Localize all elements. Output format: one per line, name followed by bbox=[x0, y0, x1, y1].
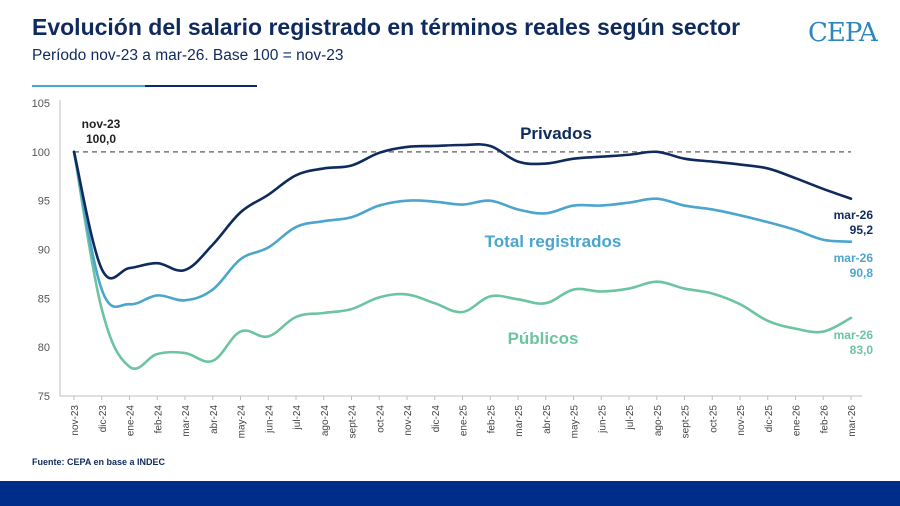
x-tick-label: oct-25 bbox=[708, 405, 719, 433]
chart-subtitle: Período nov-23 a mar-26. Base 100 = nov-… bbox=[32, 47, 344, 64]
x-tick-label: abr-25 bbox=[542, 405, 553, 434]
footer-bar bbox=[0, 481, 900, 506]
x-tick-label: jul-24 bbox=[292, 405, 303, 431]
x-tick-label: abr-24 bbox=[209, 405, 220, 434]
x-tick-label: may-25 bbox=[570, 405, 581, 439]
series-label-privados: Privados bbox=[520, 124, 592, 143]
y-tick-label: 80 bbox=[38, 342, 50, 354]
x-tick-label: may-24 bbox=[237, 405, 248, 439]
end-annotation-label-publicos: mar-26 bbox=[834, 328, 874, 342]
series-label-total: Total registrados bbox=[485, 232, 622, 251]
x-tick-label: feb-24 bbox=[153, 405, 164, 434]
series-line-total bbox=[72, 150, 853, 309]
series-line-privados bbox=[72, 143, 853, 280]
x-tick-label: dic-25 bbox=[764, 405, 775, 433]
x-tick-label: sept-24 bbox=[348, 405, 359, 439]
cepa-logo: CEPA bbox=[808, 18, 878, 48]
y-tick-label: 75 bbox=[38, 391, 50, 403]
y-tick-label: 85 bbox=[38, 293, 50, 305]
x-tick-label: mar-26 bbox=[847, 405, 858, 437]
x-tick-label: jul-25 bbox=[625, 405, 636, 431]
x-tick-label: dic-23 bbox=[98, 405, 109, 433]
x-tick-label: jun-24 bbox=[264, 405, 275, 434]
x-tick-label: feb-25 bbox=[486, 405, 497, 434]
x-tick-label: sept-25 bbox=[681, 405, 692, 439]
x-tick-label: ene-26 bbox=[792, 405, 803, 437]
x-tick-label: ago-25 bbox=[653, 405, 664, 437]
chart-title: Evolución del salario registrado en térm… bbox=[32, 14, 741, 40]
series-label-publicos: Públicos bbox=[508, 329, 579, 348]
x-tick-label: mar-25 bbox=[514, 405, 525, 437]
x-tick-label: dic-24 bbox=[431, 405, 442, 433]
series-line-publicos bbox=[72, 150, 853, 370]
end-annotation-label-total: mar-26 bbox=[834, 251, 874, 265]
x-tick-label: mar-24 bbox=[181, 405, 192, 437]
x-tick-label: oct-24 bbox=[375, 405, 386, 433]
title-rule-dark bbox=[145, 85, 257, 87]
start-annotation-value: 100,0 bbox=[86, 132, 116, 146]
x-tick-label: feb-26 bbox=[819, 405, 830, 434]
x-tick-label: nov-23 bbox=[70, 405, 81, 436]
y-tick-label: 100 bbox=[32, 147, 50, 159]
x-tick-label: ene-24 bbox=[126, 405, 137, 437]
x-tick-label: ene-25 bbox=[459, 405, 470, 437]
y-tick-label: 95 bbox=[38, 196, 50, 208]
x-tick-label: jun-25 bbox=[597, 405, 608, 434]
start-annotation-label: nov-23 bbox=[82, 117, 121, 131]
end-annotation-value-privados: 95,2 bbox=[850, 223, 874, 237]
line-chart: 75 80 85 90 95 100 105 nov-23 dic-23 ene-24 feb-24… bbox=[32, 98, 874, 439]
x-tick-label: nov-25 bbox=[736, 405, 747, 436]
source-note: Fuente: CEPA en base a INDEC bbox=[32, 457, 166, 467]
end-annotation-label-privados: mar-26 bbox=[834, 208, 874, 222]
y-tick-label: 90 bbox=[38, 245, 50, 257]
title-rule-light bbox=[32, 85, 145, 87]
x-tick-label: ago-24 bbox=[320, 405, 331, 437]
end-annotation-value-publicos: 83,0 bbox=[850, 343, 874, 357]
y-tick-label: 105 bbox=[32, 98, 50, 110]
x-tick-label: nov-24 bbox=[403, 405, 414, 436]
end-annotation-value-total: 90,8 bbox=[850, 266, 874, 280]
